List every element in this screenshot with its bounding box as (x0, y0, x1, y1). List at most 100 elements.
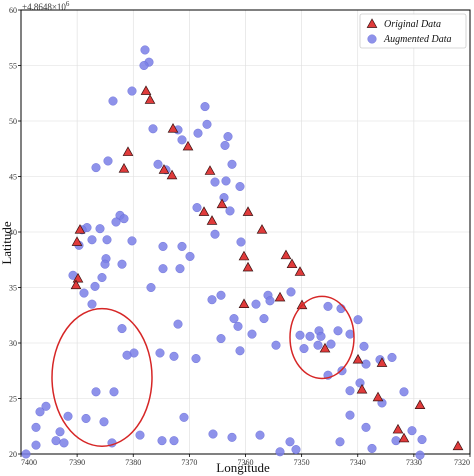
augmented-data-point (220, 140, 230, 150)
x-tick-label: 7360 (238, 458, 254, 467)
augmented-data-point (169, 351, 179, 361)
original-data-point (256, 224, 268, 234)
original-data-point (238, 250, 250, 261)
augmented-data-point (229, 314, 239, 324)
augmented-data-point (177, 241, 187, 251)
augmented-data-point (95, 224, 105, 234)
original-data-point (144, 94, 156, 104)
augmented-data-point (227, 432, 237, 442)
grid-lines (20, 9, 471, 455)
augmented-data-point (233, 321, 243, 331)
legend-augmented-label: Augmented Data (383, 34, 452, 45)
augmented-data-point (87, 235, 97, 245)
augmented-data-point (169, 436, 179, 446)
augmented-data-point (367, 443, 377, 453)
original-data-point (319, 342, 331, 353)
augmented-data-point (202, 119, 212, 129)
augmented-data-point (31, 422, 41, 432)
augmented-data-point (255, 430, 265, 440)
original-data-point (70, 279, 82, 290)
augmented-data-point (291, 445, 301, 455)
augmented-data-point (235, 181, 245, 191)
augmented-data-point (59, 438, 69, 448)
augmented-data-point (31, 440, 41, 450)
augmented-data-point (227, 159, 237, 169)
augmented-data-point (221, 176, 231, 186)
original-data-point (122, 146, 134, 156)
augmented-data-point (100, 259, 110, 269)
augmented-data-point (345, 410, 355, 420)
augmented-data-point (21, 449, 31, 459)
highlight-ellipse (289, 295, 355, 380)
original-data-point (392, 423, 404, 434)
augmented-data-point (295, 330, 305, 340)
augmented-data-point (299, 344, 309, 354)
augmented-data-point (391, 436, 401, 446)
original-data-point (140, 85, 152, 95)
augmented-data-point (79, 288, 89, 298)
augmented-data-point (323, 301, 333, 311)
y-axis-label: Latitude (0, 221, 14, 265)
augmented-data-point (173, 319, 183, 329)
y-axis-ticks: 20 25 30 35 40 45 50 55 60 (9, 6, 21, 459)
augmented-data-point (275, 447, 285, 457)
augmented-data-point (63, 411, 73, 421)
augmented-data-point (191, 354, 201, 364)
x-tick-label: 7390 (69, 458, 85, 467)
original-data-point (294, 266, 306, 276)
augmented-data-point (192, 203, 202, 213)
original-data-point (204, 165, 216, 175)
augmented-data-point (259, 314, 269, 324)
augmented-data-point (55, 427, 65, 437)
augmented-data-point (265, 296, 275, 306)
augmented-data-point (153, 159, 163, 169)
augmented-data-point (251, 299, 261, 309)
augmented-data-point (235, 346, 245, 356)
legend-original-marker (366, 18, 378, 28)
augmented-data-point (185, 251, 195, 261)
augmented-data-point (91, 163, 101, 173)
augmented-data-point (247, 329, 257, 339)
augmented-data-point (157, 436, 167, 446)
augmented-data-point (91, 387, 101, 397)
original-data-point (167, 123, 179, 133)
augmented-data-point (111, 217, 121, 227)
original-data-point (376, 357, 388, 367)
original-data-point (158, 164, 170, 174)
original-data-point (166, 169, 178, 180)
augmented-data-point (316, 331, 326, 341)
augmented-data-point (361, 422, 371, 432)
y-tick-label: 60 (9, 6, 17, 15)
augmented-data-point (140, 45, 150, 55)
original-data-point (216, 198, 228, 209)
y-axis-offset-label: +4.8648×106 (22, 0, 70, 12)
original-data-point (280, 249, 292, 260)
augmented-data-point (35, 407, 45, 417)
augmented-data-point (103, 156, 113, 166)
augmented-data-point (361, 359, 371, 369)
augmented-data-point (353, 315, 363, 325)
legend-box (359, 13, 467, 49)
original-data-point (238, 298, 250, 308)
augmented-data-point (236, 237, 246, 247)
augmented-data-point (387, 352, 397, 362)
augmented-data-point (108, 96, 118, 106)
augmented-data-point (41, 401, 51, 411)
augmented-data-point (399, 387, 409, 397)
original-data-point (74, 224, 86, 234)
augmented-data-point (51, 436, 61, 446)
augmented-data-point (286, 287, 296, 297)
legend-original-label: Original Data (384, 19, 441, 30)
x-axis-ticks: 7400 7390 7380 7370 7360 7350 7340 7330 7320 (20, 454, 471, 467)
augmented-data-point (99, 417, 109, 427)
augmented-data-point (109, 387, 119, 397)
augmented-data-point (158, 264, 168, 274)
augmented-data-point (179, 412, 189, 422)
augmented-data-point (177, 135, 187, 145)
augmented-data-point (407, 426, 417, 436)
augmented-data-point (207, 295, 217, 305)
y-tick-label: 20 (9, 450, 17, 459)
original-data-point (118, 163, 130, 173)
x-tick-label: 7400 (21, 458, 37, 467)
